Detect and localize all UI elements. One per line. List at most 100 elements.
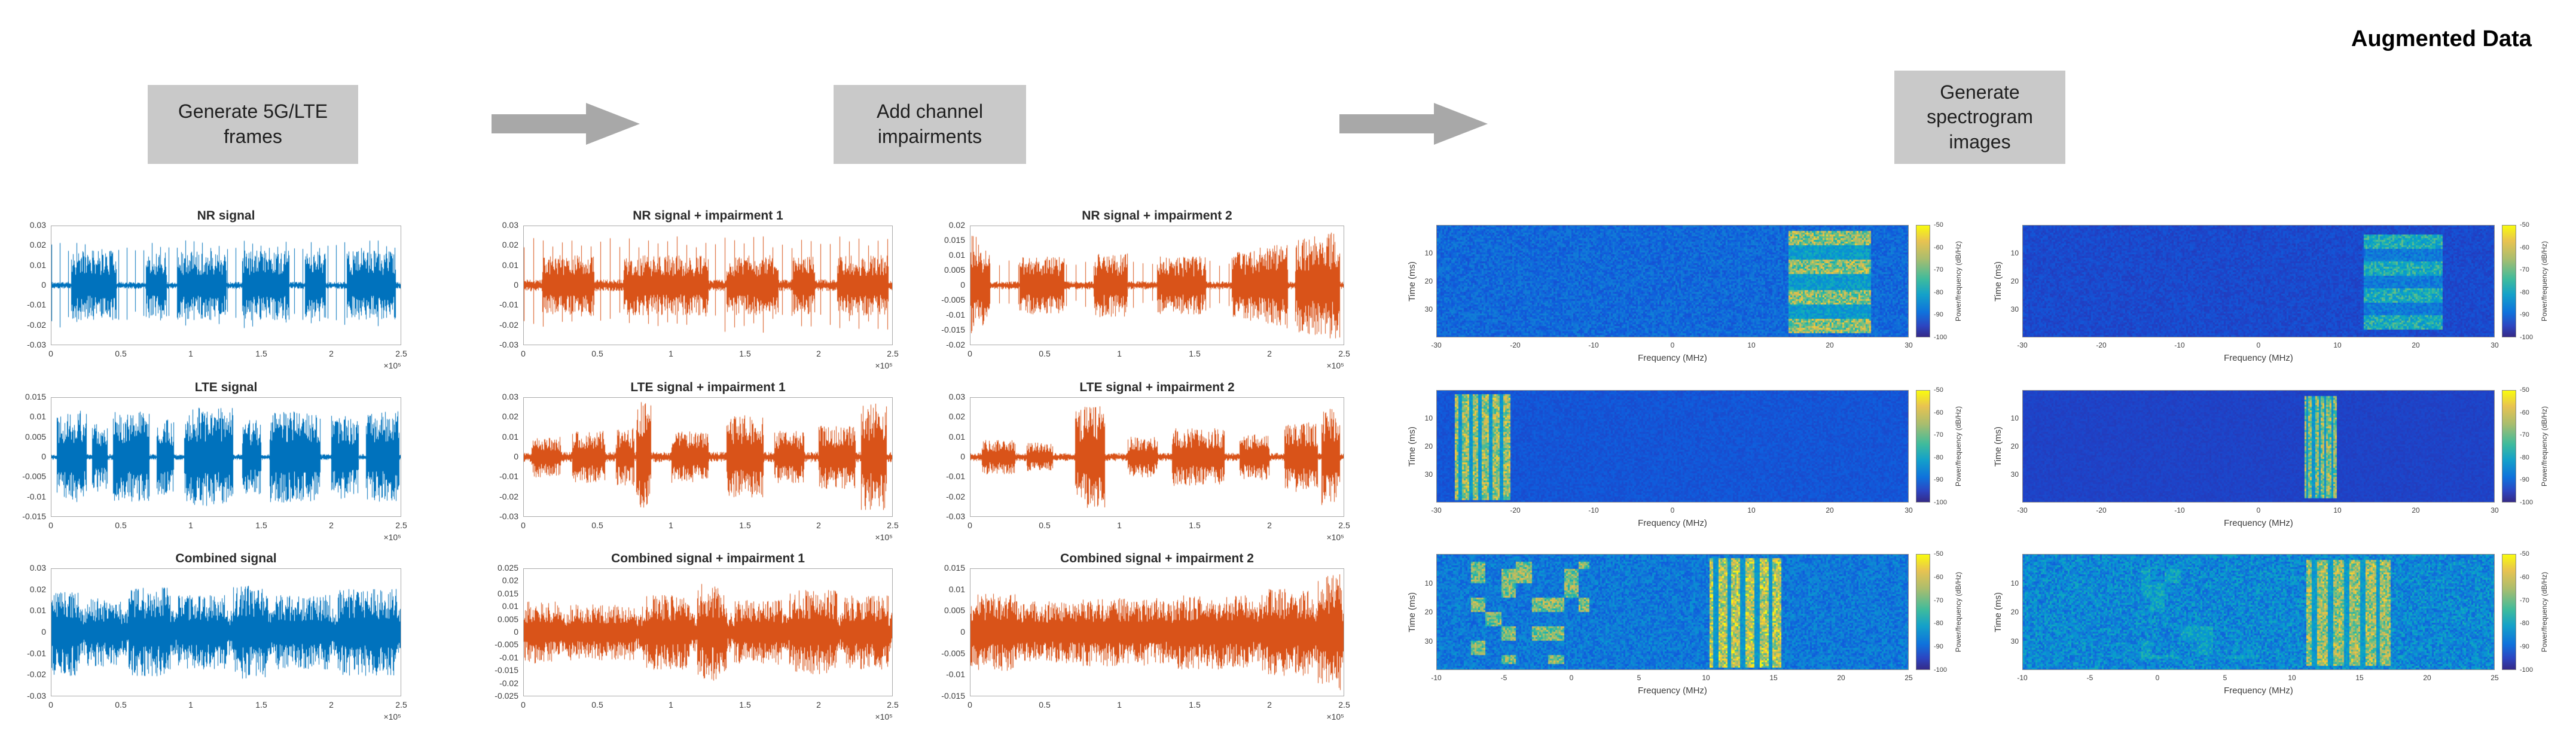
- colorbar-tick: -100: [2520, 666, 2534, 674]
- y-axis-tick: 0: [41, 627, 46, 637]
- x-axis-tick: 0.5: [1039, 349, 1051, 358]
- plot-area: [51, 397, 401, 517]
- x-axis-tick: 1.5: [1189, 700, 1201, 709]
- colorbar-label-wrap: Power/frequency (dB/Hz): [2538, 225, 2551, 337]
- y-axis-tick: 0.02: [948, 220, 965, 230]
- y-axis-tick: -0.02: [499, 678, 518, 688]
- plot-area: [970, 226, 1344, 345]
- y-axis-tick: 0.01: [29, 605, 46, 615]
- flow-step-add-impairments: Add channel impairments: [834, 85, 1026, 164]
- y-axis-tick: -0.02: [499, 492, 518, 501]
- x-axis-tick: 2: [1267, 700, 1272, 709]
- x-axis-tick: 2.5: [395, 520, 407, 530]
- x-axis-tick: 0.5: [591, 520, 603, 530]
- x-axis-tick: 1.5: [739, 520, 751, 530]
- plot-area: [523, 397, 893, 517]
- y-axis-tick: 0.025: [497, 563, 518, 573]
- frequency-axis-tick: 10: [2288, 674, 2296, 682]
- y-axis-tick: -0.015: [941, 691, 965, 701]
- colorbar-tick: -80: [2520, 620, 2529, 627]
- colorbar-tick: -90: [1934, 311, 1943, 318]
- waveform-canvas: [970, 398, 1344, 516]
- frequency-axis-tick: 30: [2490, 341, 2499, 349]
- colorbar-tick: -50: [2520, 386, 2529, 394]
- frequency-axis-tick: 10: [1747, 506, 1756, 514]
- x-axis-tick: 0.5: [591, 700, 603, 709]
- x-axis-tick: 0: [48, 520, 53, 530]
- spectrogram-image: [2022, 225, 2495, 337]
- x-axis-tick: 0: [967, 349, 972, 358]
- x-axis-tick: 0.5: [591, 349, 603, 358]
- plot-title: Combined signal + impairment 2: [1060, 552, 1254, 565]
- colorbar-label-wrap: Power/frequency (dB/Hz): [1952, 225, 1965, 337]
- frequency-axis-tick: -30: [1431, 506, 1442, 514]
- y-axis-tick: 0.02: [502, 240, 518, 249]
- frequency-axis-tick: -5: [1500, 674, 1507, 682]
- y-axis-tick: 0: [41, 452, 46, 461]
- y-axis-tick: -0.015: [495, 665, 518, 675]
- spectrogram-canvas: [1437, 555, 1908, 669]
- flow-step-generate-frames: Generate 5G/LTE frames: [148, 85, 358, 164]
- colorbar-tick: -100: [2520, 334, 2534, 341]
- time-axis-label: Time (ms): [1992, 426, 2003, 467]
- y-axis-tick: -0.005: [941, 295, 965, 304]
- plot-area: [970, 397, 1344, 517]
- frequency-axis-tick: -10: [1431, 674, 1442, 682]
- frequency-axis-tick: -10: [1588, 341, 1599, 349]
- time-axis-tick: 10: [2010, 249, 2019, 257]
- y-axis-tick: 0.005: [944, 605, 965, 615]
- x-axis-tick: 2.5: [1338, 349, 1350, 358]
- spectrogram-canvas: [2023, 226, 2494, 337]
- time-axis-label-wrap: Time (ms): [1405, 554, 1418, 670]
- waveform-plot-lte-signal: LTE signal 0.015 0.01 0.005 0 -0.005 -0.01 -0.0…: [15, 378, 410, 544]
- colorbar-tick: -80: [2520, 289, 2529, 296]
- y-axis-tick: 0.02: [29, 240, 46, 249]
- waveform-plot-lte-impairment-1: LTE signal + impairment 1 0.03 0.02 0.01 0 -0…: [487, 378, 901, 544]
- frequency-axis-label: Frequency (MHz): [1638, 686, 1707, 696]
- x-axis-tick: 1.5: [255, 520, 267, 530]
- y-axis-tick: 0.005: [25, 432, 46, 441]
- waveform-plot-nr-impairment-2: NR signal + impairment 2 0.02 0.015 0.01 0.0…: [934, 206, 1353, 373]
- time-axis-tick: 20: [1424, 277, 1433, 285]
- time-axis-tick: 30: [1424, 637, 1433, 645]
- spectrogram-image: [2022, 554, 2495, 670]
- y-axis-tick: 0.03: [29, 563, 46, 573]
- x-axis-exponent: ×10⁵: [1326, 532, 1344, 542]
- colorbar-label: Power/frequency (dB/Hz): [2540, 240, 2548, 322]
- time-axis-label-wrap: Time (ms): [1991, 554, 2004, 670]
- time-axis-label: Time (ms): [1406, 426, 1417, 467]
- y-axis-tick: -0.02: [27, 320, 46, 330]
- y-axis-tick: 0.02: [29, 584, 46, 594]
- colorbar-tick: -90: [2520, 643, 2529, 650]
- spectrogram-augmented-lte: Time (ms) 10 20 30 -30 -20 -10 0 10 20 30 Frequency…: [1991, 386, 2553, 537]
- spectrogram-canvas: [1437, 226, 1908, 337]
- x-axis-tick: 1.5: [1189, 349, 1201, 358]
- spectrogram-image: [1436, 225, 1909, 337]
- colorbar: [1916, 225, 1930, 337]
- y-axis-tick: 0.03: [948, 392, 965, 401]
- plot-title: NR signal: [197, 209, 255, 223]
- y-axis-tick: -0.01: [27, 492, 46, 501]
- plot-area: [523, 568, 893, 696]
- frequency-axis-tick: -20: [1510, 341, 1521, 349]
- time-axis-label: Time (ms): [1992, 592, 2003, 632]
- colorbar-label-wrap: Power/frequency (dB/Hz): [2538, 554, 2551, 670]
- plot-area: [51, 568, 401, 696]
- x-axis-tick: 0: [521, 520, 526, 530]
- x-axis-tick: 0: [48, 349, 53, 358]
- spectrogram-canvas: [1437, 391, 1908, 502]
- y-axis-tick: 0: [514, 452, 518, 461]
- waveform-plot-combined-impairment-2: Combined signal + impairment 2 0.015 0.01 0…: [934, 549, 1353, 724]
- time-axis-label: Time (ms): [1406, 261, 1417, 302]
- frequency-axis-tick: -30: [2017, 341, 2028, 349]
- frequency-axis-tick: 0: [1670, 506, 1675, 514]
- colorbar-label-wrap: Power/frequency (dB/Hz): [2538, 390, 2551, 503]
- x-axis-tick: 2: [1267, 349, 1272, 358]
- x-axis-tick: 1: [188, 349, 193, 358]
- waveform-plot-combined-signal: Combined signal 0.03 0.02 0.01 0 -0.01 -0.02 -0…: [15, 549, 410, 724]
- colorbar-label: Power/frequency (dB/Hz): [2540, 571, 2548, 653]
- colorbar-tick: -50: [2520, 550, 2529, 558]
- time-axis-label: Time (ms): [1992, 261, 2003, 302]
- y-axis-tick: -0.005: [22, 471, 46, 481]
